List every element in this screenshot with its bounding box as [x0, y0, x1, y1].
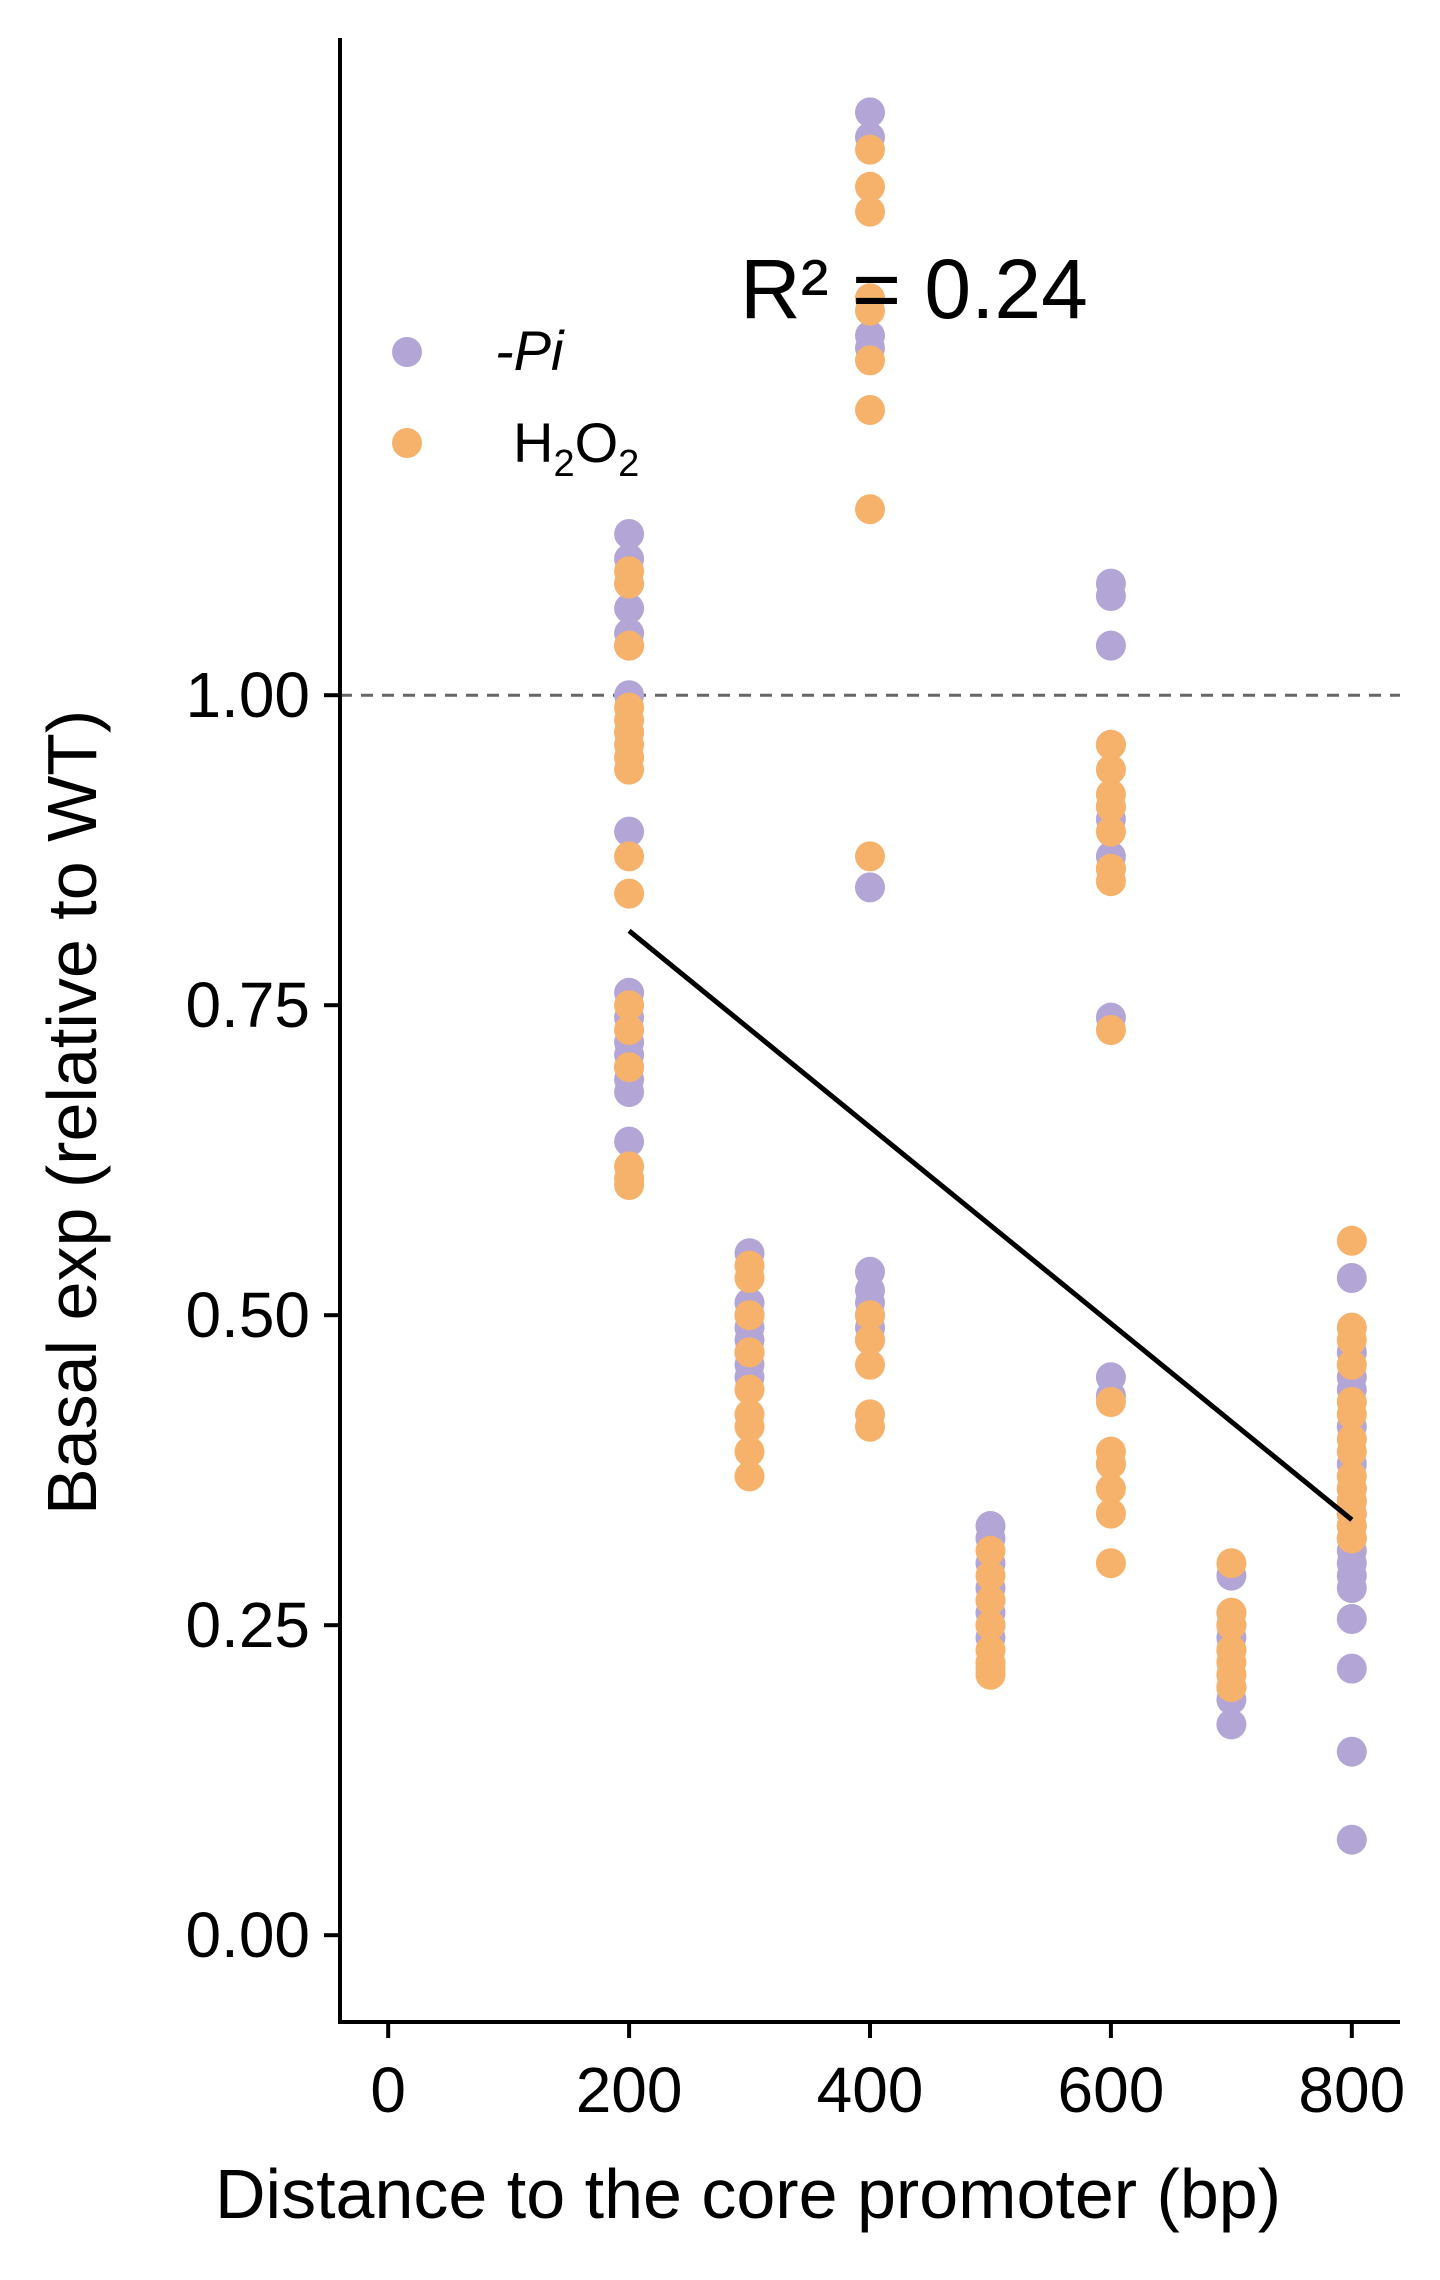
y-axis-title: Basal exp (relative to WT) [33, 710, 111, 1515]
data-point [1095, 1387, 1126, 1417]
data-point [1216, 1548, 1247, 1579]
r-squared-annotation: R² = 0.24 [740, 242, 1088, 336]
data-point [855, 134, 885, 165]
data-point [855, 841, 885, 872]
data-point [1095, 1498, 1126, 1529]
legend-marker-h2o2 [392, 428, 422, 458]
x-tick-label: 200 [576, 2054, 683, 2126]
data-point [1095, 791, 1126, 822]
data-point [614, 1170, 645, 1200]
x-tick-label: 800 [1298, 2054, 1405, 2126]
x-tick-label: 400 [817, 2054, 924, 2126]
data-point [1336, 1736, 1367, 1767]
legend-marker-pi [392, 337, 422, 367]
data-point [855, 872, 885, 903]
data-point [1336, 1225, 1367, 1256]
data-point [855, 196, 885, 227]
y-tick-label: 0.00 [185, 1899, 310, 1971]
data-point [734, 1411, 765, 1442]
data-point [975, 1585, 1006, 1616]
data-point [1336, 1436, 1367, 1467]
data-point [1336, 1604, 1367, 1634]
data-point [1095, 1449, 1126, 1479]
data-point [614, 1126, 645, 1157]
data-point [855, 1325, 885, 1355]
data-point [734, 1337, 765, 1368]
data-point [855, 97, 885, 128]
data-point [734, 1263, 765, 1293]
data-point [855, 345, 885, 376]
y-tick-label: 0.25 [185, 1589, 310, 1661]
data-point [614, 630, 645, 661]
y-tick-label: 0.50 [185, 1279, 310, 1351]
data-point [975, 1659, 1006, 1690]
data-point [614, 990, 645, 1021]
data-point [855, 295, 885, 326]
data-point [855, 171, 885, 202]
data-point [734, 1374, 765, 1405]
data-point [1095, 866, 1126, 897]
data-point [855, 1411, 885, 1442]
data-point [734, 1300, 765, 1331]
y-tick-label: 1.00 [185, 659, 310, 731]
data-point [1095, 1548, 1126, 1579]
series-h2o2 [614, 134, 1367, 1703]
data-point [975, 1560, 1006, 1591]
data-point [1095, 754, 1126, 785]
data-point [855, 1300, 885, 1331]
data-points-layer [614, 97, 1367, 1855]
x-tick-label: 600 [1058, 2054, 1165, 2126]
data-point [1336, 1399, 1367, 1430]
data-point [734, 1461, 765, 1492]
data-point [614, 1015, 645, 1045]
data-point [1336, 1263, 1367, 1293]
data-point [1095, 729, 1126, 760]
data-point [1336, 1824, 1367, 1855]
data-point [614, 519, 645, 549]
data-point [1095, 630, 1126, 661]
data-point [614, 878, 645, 909]
data-point [614, 816, 645, 847]
x-tick-label: 0 [370, 2054, 406, 2126]
axis-ticks-layer: 0 200 400 600 800 0.00 0.25 0.50 0.75 1.00 [185, 659, 1405, 2126]
data-point [975, 1535, 1006, 1566]
legend-label-pi: -Pi [495, 319, 565, 382]
data-point [1336, 1523, 1367, 1554]
data-point [614, 1077, 645, 1107]
data-point [614, 754, 645, 785]
data-point [614, 1052, 645, 1083]
y-tick-label: 0.75 [185, 969, 310, 1041]
data-point [855, 1349, 885, 1380]
fit-line-layer [627, 928, 1354, 1522]
data-point [1336, 1325, 1367, 1355]
legend-label-h2o2: H2O2 [513, 411, 639, 485]
data-point [614, 593, 645, 624]
data-point [1216, 1672, 1247, 1703]
data-point [1095, 1473, 1126, 1504]
data-point [734, 1436, 765, 1467]
data-point [614, 841, 645, 872]
regression-line [627, 928, 1354, 1522]
data-point [614, 568, 645, 599]
data-point [1336, 1573, 1367, 1603]
data-point [1216, 1709, 1247, 1740]
legend: -Pi H2O2 [392, 319, 639, 485]
data-point [1095, 581, 1126, 611]
data-point [975, 1610, 1006, 1641]
data-point [1336, 1653, 1367, 1684]
data-point [1336, 1349, 1367, 1380]
data-point [1095, 816, 1126, 847]
data-point [855, 494, 885, 525]
data-point [855, 395, 885, 425]
data-point [1095, 1015, 1126, 1045]
data-point [1216, 1610, 1247, 1641]
x-axis-title: Distance to the core promoter (bp) [215, 2155, 1281, 2233]
